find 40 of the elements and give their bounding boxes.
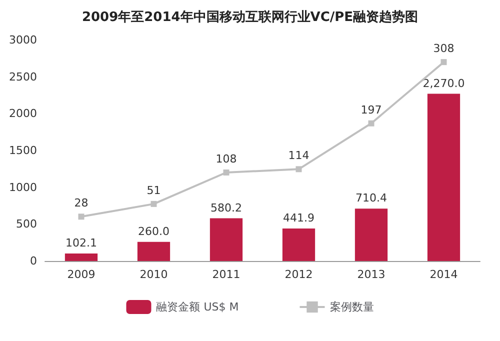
data-label: 51 [146,184,161,197]
y-tick-label: 0 [30,254,37,268]
point [368,120,374,126]
bar [354,208,388,261]
data-label: 2,270.0 [422,76,465,90]
point [440,59,447,66]
data-label: 108 [216,152,237,166]
y-tick-label: 1500 [9,144,37,157]
legend-label: 融资金额 US$ M [156,300,239,314]
x-tick-label: 2010 [140,268,168,281]
data-label: 28 [74,196,88,210]
x-tick-label: 2011 [212,268,240,281]
data-label: 710.4 [356,192,387,205]
data-label: 197 [360,103,382,116]
point [78,214,84,220]
point [296,166,302,172]
y-tick-label: 3000 [9,34,37,46]
bar [137,242,170,261]
point [223,169,230,176]
y-tick-label: 1000 [9,180,37,194]
x-tick-label: 2013 [357,268,386,281]
y-tick-label: 2000 [9,107,37,120]
bar [210,218,243,261]
data-label: 580.2 [210,201,242,214]
data-label: 441.9 [283,211,314,224]
bar [64,253,98,261]
data-label: 308 [433,42,454,56]
legend-label: 案例数量 [330,300,374,314]
point [150,200,157,207]
x-tick-label: 2014 [430,268,458,281]
data-label: 114 [288,149,310,162]
y-tick-label: 500 [16,218,37,231]
chart-title: 2009年至2014年中国移动互联网行业VC/PE融资趋势图 [82,9,418,25]
y-tick-label: 2500 [9,70,37,84]
x-tick-label: 2009 [67,268,96,281]
bar [282,228,316,261]
data-label: 260.0 [138,224,170,238]
x-tick-label: 2012 [284,268,313,281]
bar [427,94,460,261]
data-label: 102.1 [66,236,97,250]
